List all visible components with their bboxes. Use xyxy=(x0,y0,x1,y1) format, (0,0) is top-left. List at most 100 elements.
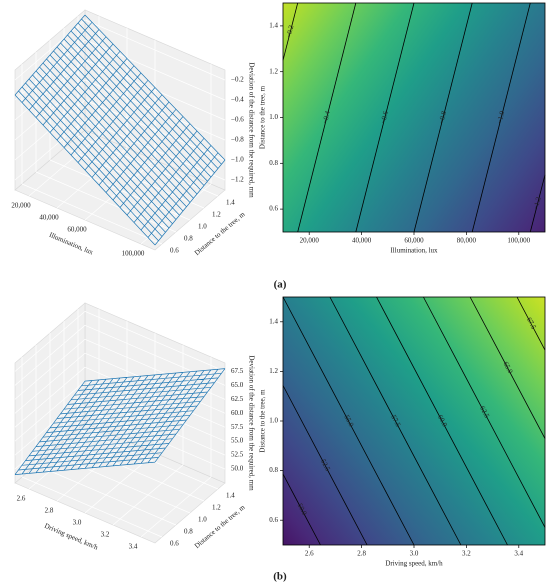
grid-line xyxy=(84,19,226,81)
z-tick-label: −0.8 xyxy=(231,136,244,144)
contour-line xyxy=(297,2,357,233)
y-tick-label: 1.4 xyxy=(226,492,235,500)
z-axis-label: Deviation of the distance from the requi… xyxy=(247,355,255,491)
grid-line xyxy=(35,464,177,526)
z-tick-label: −0.6 xyxy=(231,116,244,124)
x-tick-label: 2.6 xyxy=(17,495,26,503)
x-axis-label: Illumination, lux xyxy=(48,231,95,257)
z-tick-label: 62.5 xyxy=(231,395,244,403)
x-tick-label: 2.8 xyxy=(45,507,54,515)
x-tick-label: 3.0 xyxy=(410,550,419,558)
contour-line xyxy=(516,296,546,351)
y-tick-label: 1.4 xyxy=(269,317,278,325)
z-tick-label: −1.2 xyxy=(231,176,244,184)
grid-line xyxy=(84,39,226,101)
y-tick-label: 1.0 xyxy=(269,417,278,425)
z-tick-label: 50.0 xyxy=(231,465,244,473)
grid-line xyxy=(14,325,86,386)
x-tick-label: 20,000 xyxy=(300,237,320,245)
x-tick-label: 60,000 xyxy=(404,237,424,245)
grid-line xyxy=(84,311,226,372)
y-tick-label: 1.0 xyxy=(198,223,207,231)
grid-line xyxy=(14,339,86,400)
contour-label: −1.2 xyxy=(532,196,543,211)
z-tick-label: −1.0 xyxy=(231,156,244,164)
y-tick-label: 0.8 xyxy=(269,159,278,167)
x-axis-label: Driving speed, km/h xyxy=(385,560,443,568)
grid-line xyxy=(77,428,219,490)
y-tick-label: 1.2 xyxy=(269,67,278,75)
x-tick-label: 3.2 xyxy=(101,531,110,539)
contour-line xyxy=(329,296,462,546)
y-tick-label: 0.6 xyxy=(170,247,179,255)
x-tick-label: 60,000 xyxy=(67,226,87,234)
x-tick-label: 3.4 xyxy=(514,550,523,558)
grid-line xyxy=(84,338,226,400)
z-tick-label: −0.4 xyxy=(231,96,244,104)
contour-line xyxy=(282,473,321,546)
x-tick-label: 40,000 xyxy=(39,214,59,222)
x-axis-label: Illumination, lux xyxy=(390,247,438,255)
y-tick-label: 1.0 xyxy=(269,113,278,121)
y-tick-label: 0.8 xyxy=(184,528,193,536)
grid-line xyxy=(84,79,226,141)
grid-line xyxy=(49,452,191,514)
contour-line xyxy=(423,296,546,528)
y-tick-label: 1.4 xyxy=(226,199,235,207)
z-tick-label: 57.5 xyxy=(231,423,244,431)
contour-line xyxy=(469,296,546,439)
x-tick-label: 80,000 xyxy=(457,237,477,245)
grid-line xyxy=(84,380,226,442)
contour-label: −0.4 xyxy=(321,110,332,125)
contour-line xyxy=(282,2,299,61)
y-axis-label: Distance to the tree, m xyxy=(259,85,267,149)
panel-label: (b) xyxy=(273,571,287,583)
grid-line xyxy=(35,171,177,233)
grid-line xyxy=(14,366,86,428)
wireframe xyxy=(14,14,226,246)
contour-line xyxy=(529,174,546,233)
grid-line xyxy=(14,119,86,181)
x-tick-label: 2.8 xyxy=(357,550,366,558)
y-tick-label: 1.2 xyxy=(269,367,278,375)
wireframe xyxy=(14,368,226,475)
y-tick-label: 0.6 xyxy=(170,540,179,548)
z-tick-label: −0.2 xyxy=(231,76,244,84)
grid-line xyxy=(14,59,86,121)
y-axis-label: Distance to the tree, m xyxy=(259,389,267,453)
y-tick-label: 1.2 xyxy=(212,504,221,512)
y-tick-label: 0.6 xyxy=(269,516,278,524)
y-tick-label: 1.0 xyxy=(198,516,207,524)
panel-label: (a) xyxy=(274,279,287,291)
x-tick-label: 20,000 xyxy=(11,202,31,210)
x-tick-label: 40,000 xyxy=(352,237,372,245)
z-tick-label: 60.0 xyxy=(231,409,244,417)
grid-line xyxy=(84,408,226,470)
x-axis-label: Driving speed, km/h xyxy=(43,522,99,552)
contour-label: −1.0 xyxy=(495,110,506,125)
y-tick-label: 1.4 xyxy=(269,22,278,30)
contour-line xyxy=(471,2,531,233)
contour-line xyxy=(282,385,368,546)
grid-line xyxy=(14,352,86,414)
z-axis-label: Deviation of the distance from the requi… xyxy=(247,62,255,198)
z-tick-label: 52.5 xyxy=(231,451,244,459)
contour-label: −0.6 xyxy=(379,110,390,125)
x-tick-label: 100,000 xyxy=(507,237,530,245)
contour-line xyxy=(282,296,415,546)
y-tick-label: 0.8 xyxy=(269,466,278,474)
grid-line xyxy=(21,183,163,245)
x-tick-label: 3.4 xyxy=(129,543,138,551)
contour-fill xyxy=(283,297,545,545)
z-tick-label: 67.5 xyxy=(231,367,244,375)
contour-line xyxy=(355,2,415,233)
z-tick-label: 65.0 xyxy=(231,381,244,389)
y-tick-label: 1.2 xyxy=(212,211,221,219)
grid-line xyxy=(14,99,86,161)
y-tick-label: 0.6 xyxy=(269,205,278,213)
x-tick-label: 3.0 xyxy=(73,519,82,527)
contour-label: −0.8 xyxy=(437,110,448,125)
contour-line xyxy=(376,296,508,546)
grid-line xyxy=(21,476,163,538)
